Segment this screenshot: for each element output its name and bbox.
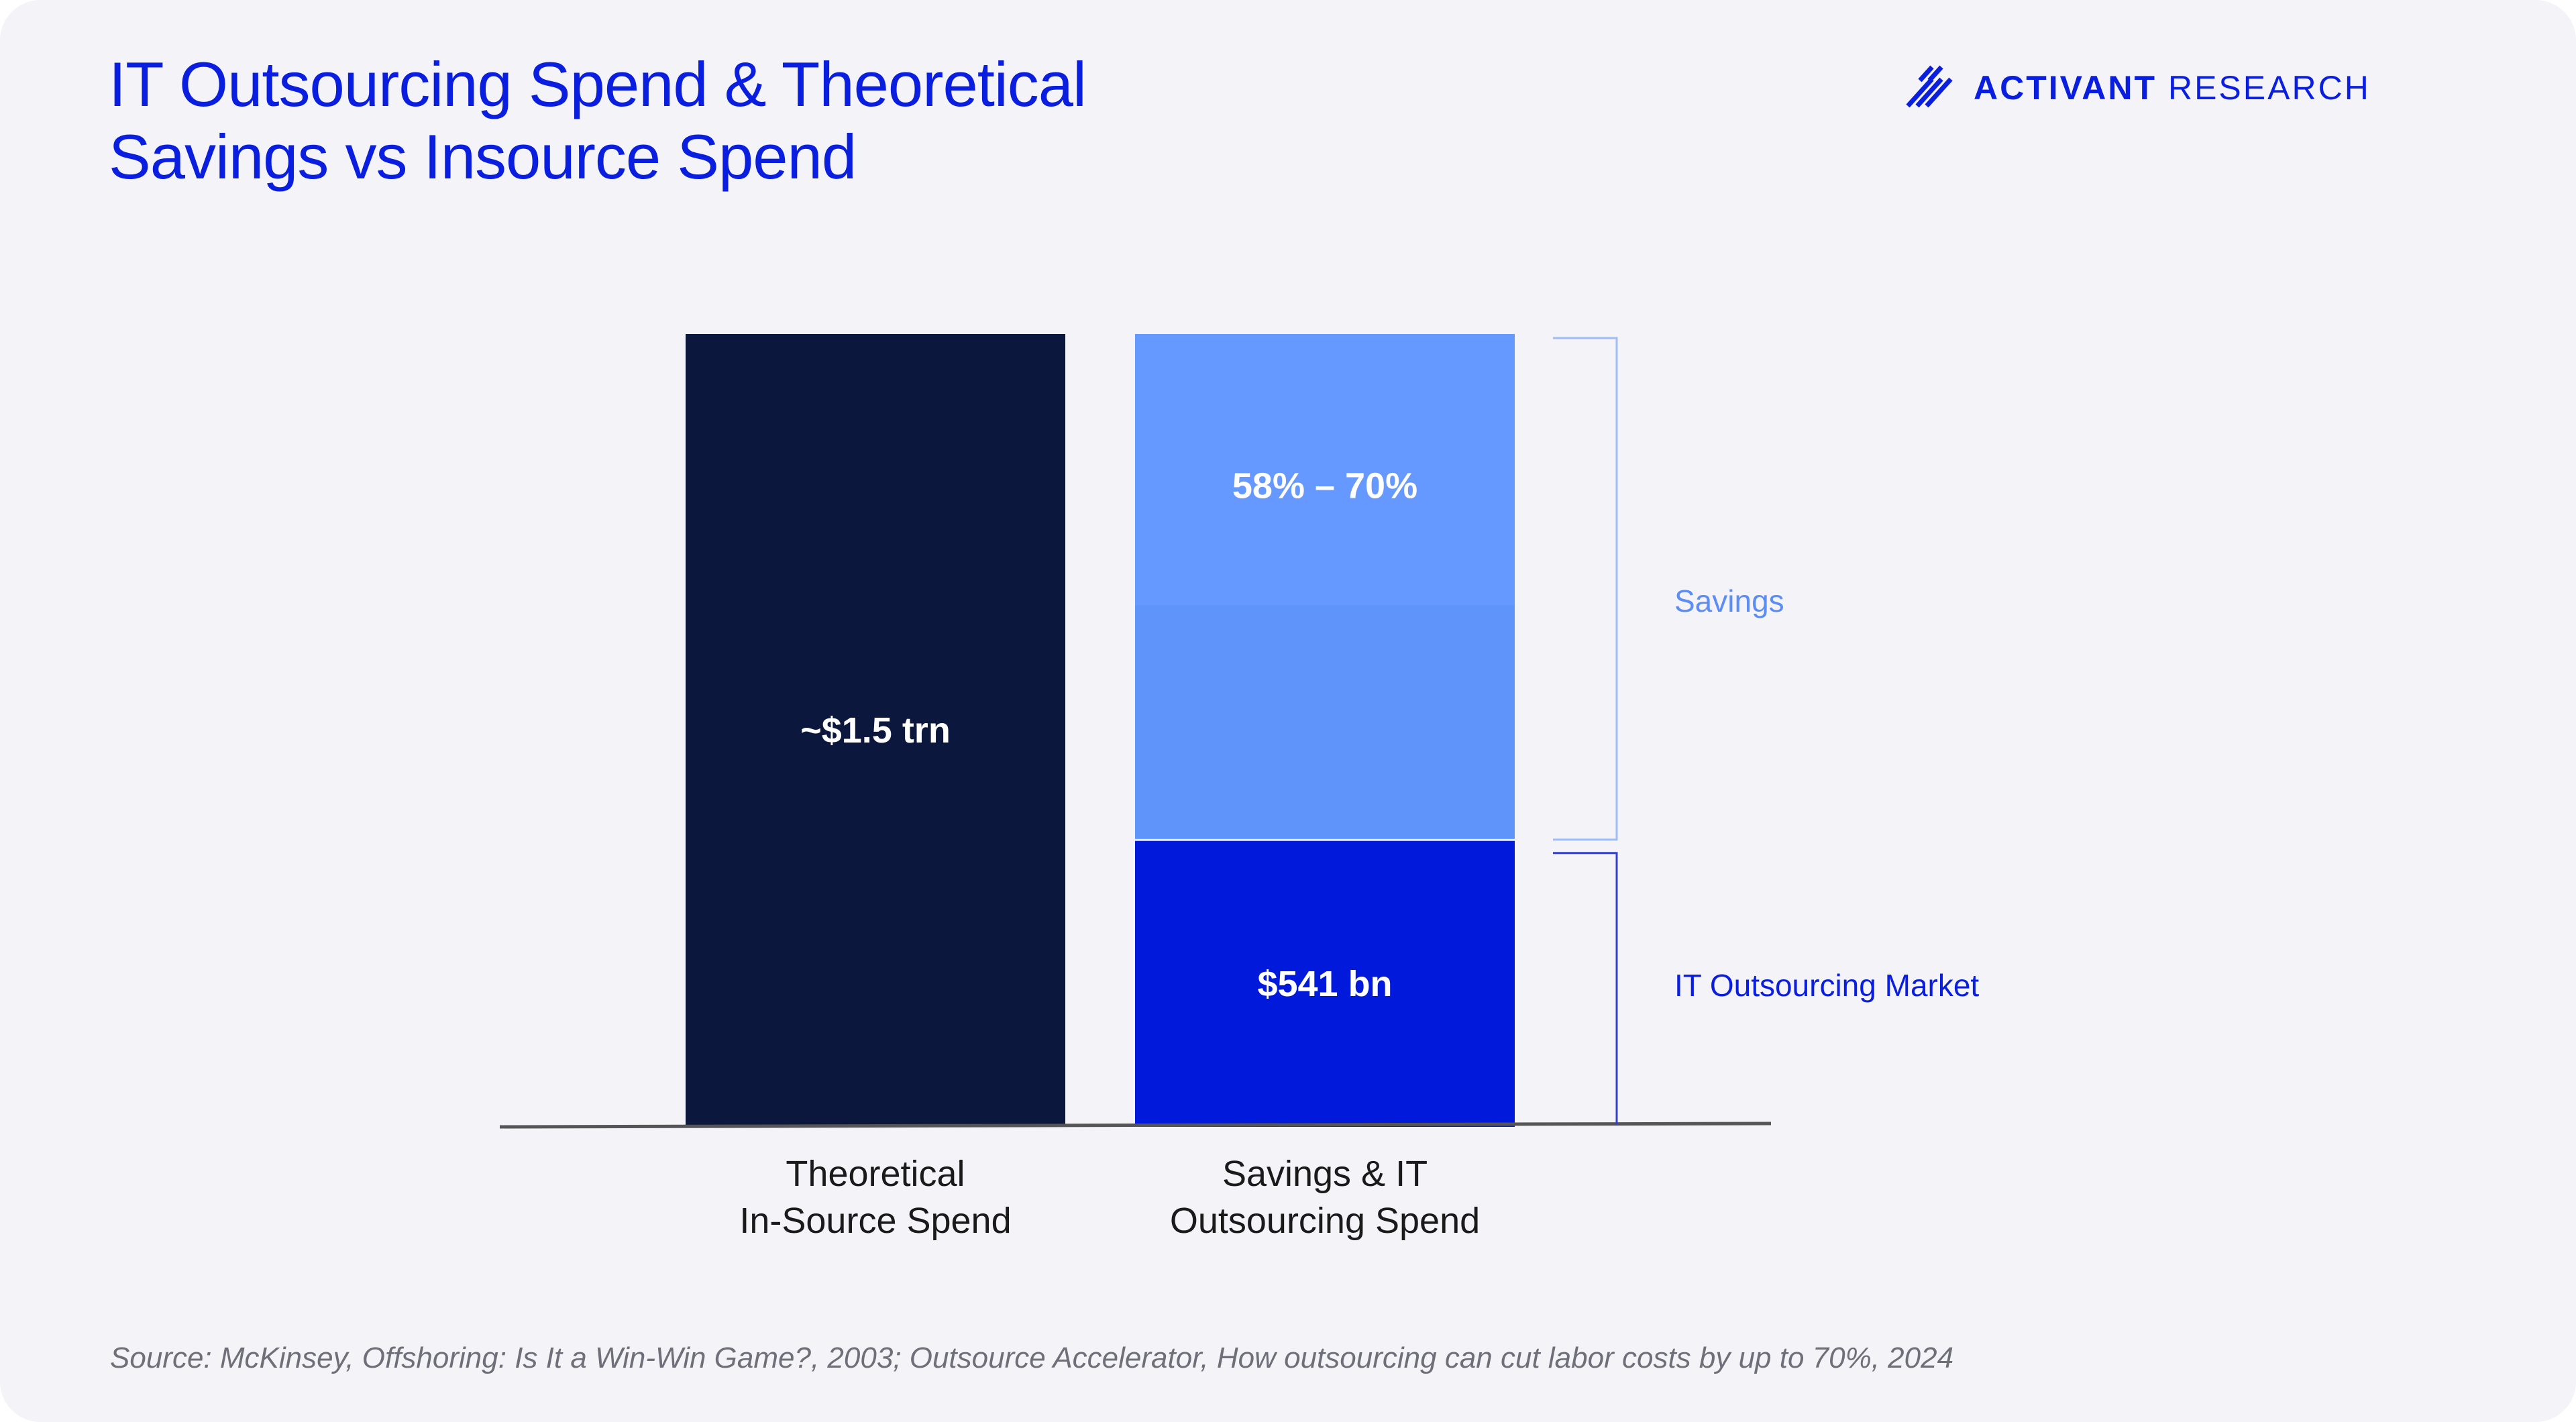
x-tick-label-1-line-2: In-Source Spend bbox=[739, 1201, 1011, 1241]
activant-chevrons-icon bbox=[1906, 65, 1953, 108]
chart-title-line-1: IT Outsourcing Spend & Theoretical bbox=[109, 49, 1087, 119]
outsourcing-bracket bbox=[1553, 852, 1618, 1125]
chart-title-line-2: Savings vs Insource Spend bbox=[109, 121, 857, 192]
bar-it-outsourcing bbox=[1135, 840, 1515, 1127]
logo-wordmark: ACTIVANT RESEARCH bbox=[1974, 64, 2371, 111]
savings-bracket bbox=[1553, 337, 1618, 841]
x-tick-label-1-line-1: Theoretical bbox=[786, 1154, 965, 1194]
x-tick-label-2-line-1: Savings & IT bbox=[1222, 1154, 1428, 1194]
chart-title: IT Outsourcing Spend & Theoretical Savin… bbox=[109, 48, 1249, 193]
bar-label-outsourcing: $541 bn bbox=[1257, 964, 1392, 1004]
bar-insource-spend bbox=[686, 334, 1065, 1127]
outsourcing-annotation: IT Outsourcing Market bbox=[1674, 968, 1979, 1003]
bar-savings-range-band bbox=[1135, 605, 1515, 839]
logo-name-light: RESEARCH bbox=[2167, 69, 2371, 107]
activant-research-logo: ACTIVANT RESEARCH bbox=[1905, 64, 2371, 111]
source-note: Source: McKinsey, Offshoring: Is It a Wi… bbox=[110, 1342, 1954, 1374]
bar-label-insource: ~$1.5 trn bbox=[800, 710, 951, 751]
logo-name-strong: ACTIVANT bbox=[1974, 69, 2157, 107]
x-axis-line bbox=[499, 1122, 1772, 1129]
bar-label-savings: 58% – 70% bbox=[1232, 466, 1417, 506]
x-tick-label-2-line-2: Outsourcing Spend bbox=[1170, 1201, 1480, 1241]
savings-annotation: Savings bbox=[1674, 584, 1784, 618]
